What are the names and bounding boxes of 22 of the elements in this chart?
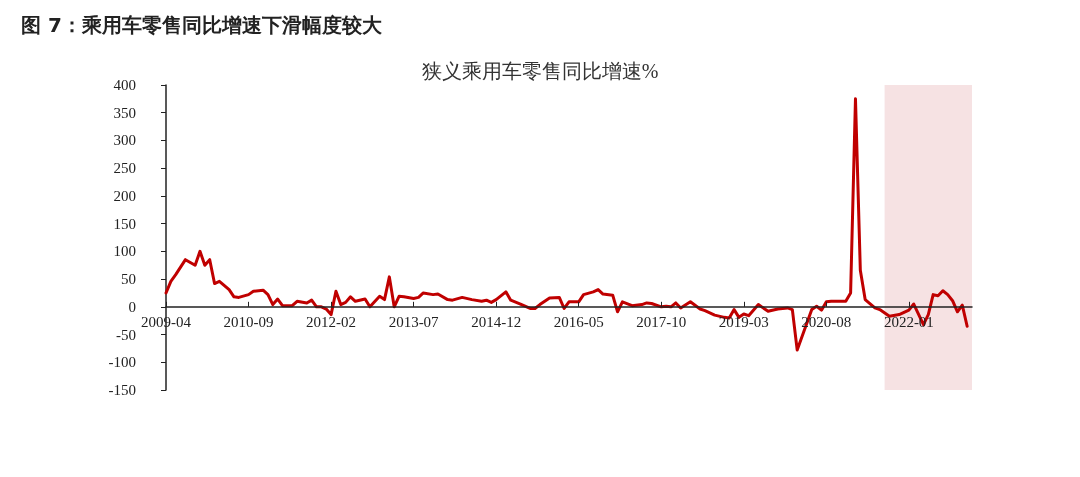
chart-title: 图 7：乘用车零售同比增速下滑幅度较大 [21,13,383,37]
x-tick-label: 2017-10 [636,314,687,331]
y-tick-label: -50 [116,326,136,343]
y-tick-label: 100 [113,243,136,260]
chart-subtitle: 狭义乘用车零售同比增速% [421,60,659,82]
y-tick-label: 50 [121,271,136,288]
y-tick-label: 250 [113,160,136,177]
y-tick-label: 150 [113,215,136,232]
x-tick-label: 2014-12 [471,314,522,331]
x-tick-label: 2013-07 [388,314,440,331]
x-tick-label: 2010-09 [223,314,274,331]
y-tick-label: -100 [108,354,136,371]
y-tick-label: 350 [113,104,136,121]
y-tick-label: 0 [128,298,136,315]
y-tick-label: 400 [113,77,136,93]
y-tick-label: -150 [108,382,136,398]
x-tick-label: 2019-03 [718,314,769,331]
x-tick-label: 2022-01 [883,314,934,331]
x-tick-label: 2016-05 [553,314,604,331]
y-tick-label: 200 [113,187,136,204]
y-tick-label: 300 [113,132,136,149]
x-tick-label: 2012-02 [306,314,357,331]
